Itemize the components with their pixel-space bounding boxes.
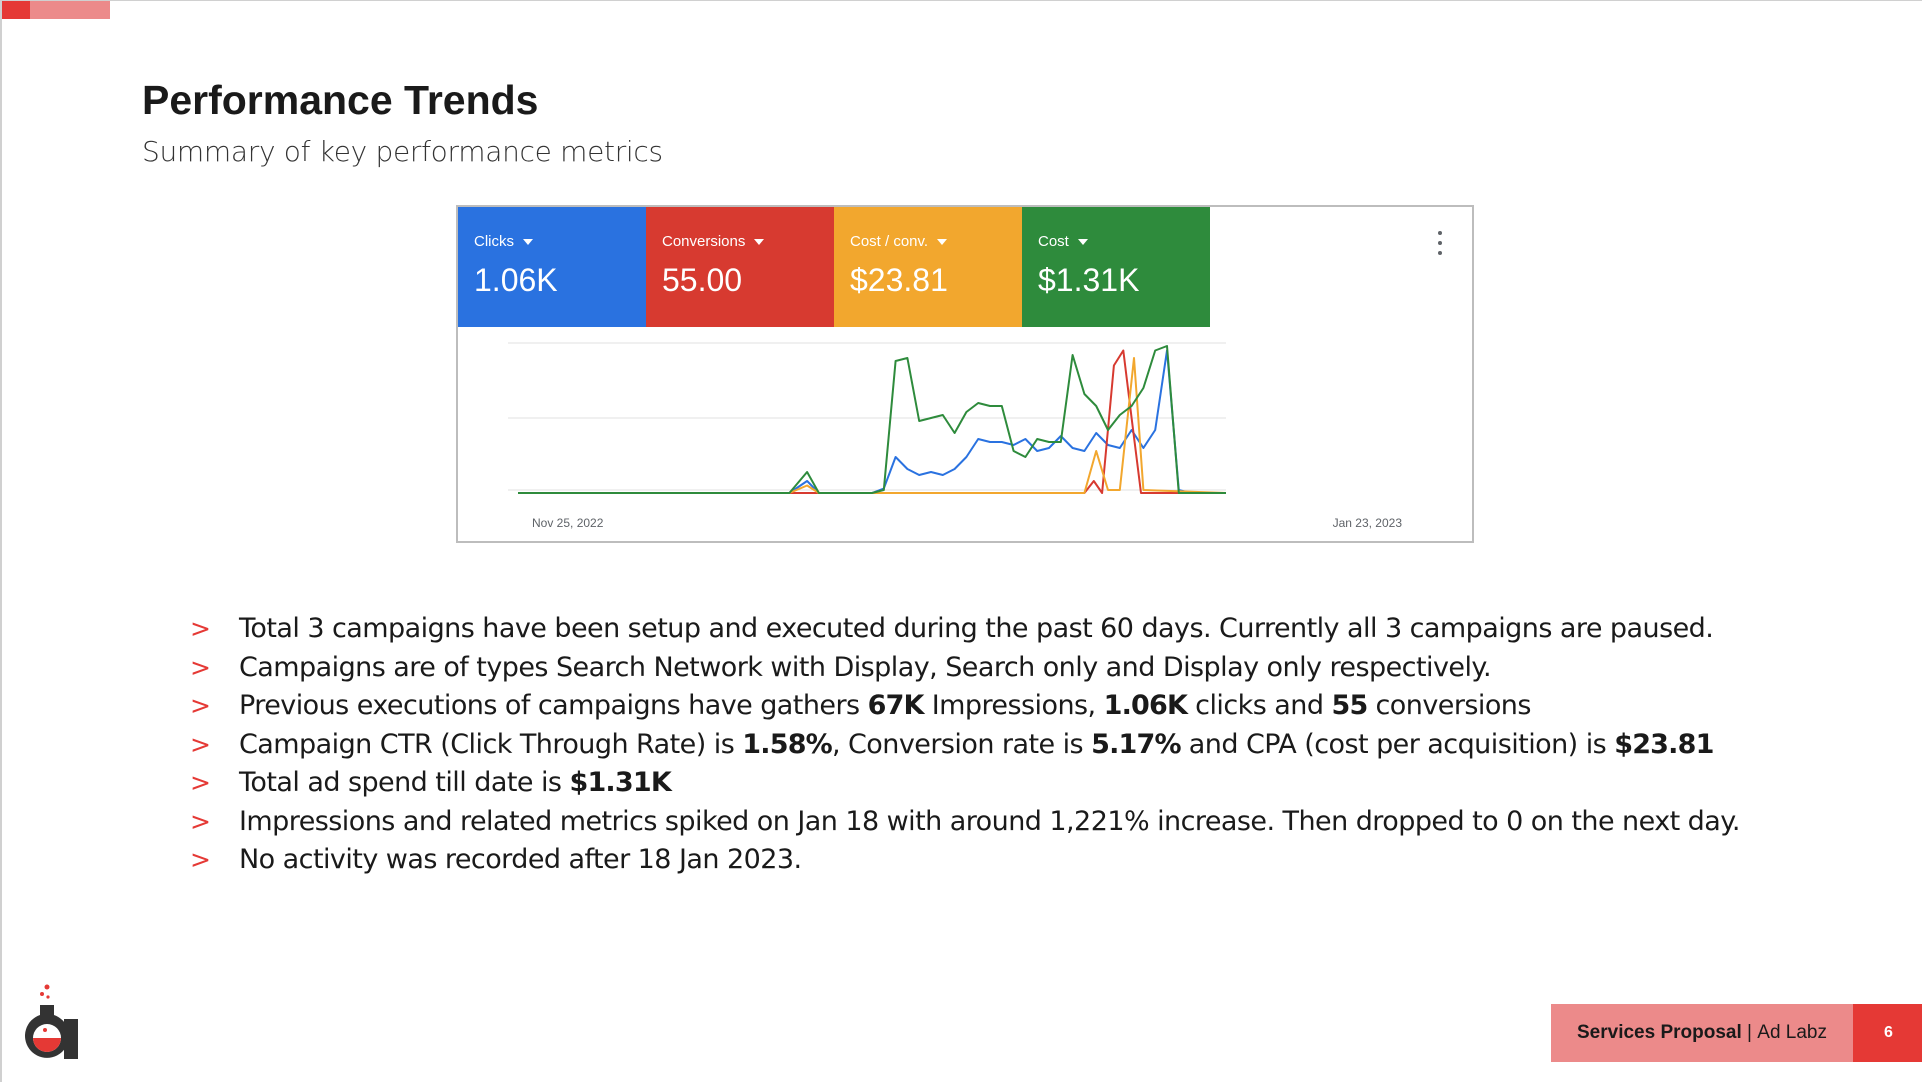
metric-tile-conversions[interactable]: Conversions 55.00 — [646, 207, 834, 327]
bullet-item: > Total ad spend till date is $1.31K — [190, 764, 1740, 803]
metric-label: Conversions — [662, 233, 746, 250]
bullet-text: and CPA (cost per acquisition) is — [1180, 728, 1615, 760]
metric-label: Clicks — [474, 233, 514, 250]
bullet-highlight: 1.06K — [1103, 690, 1188, 721]
x-tick-start: Nov 25, 2022 — [532, 516, 604, 530]
x-tick-end: Jan 23, 2023 — [1333, 516, 1403, 530]
bullet-item: > Total 3 campaigns have been setup and e… — [190, 610, 1740, 649]
metric-tile-cost-per-conv[interactable]: Cost / conv. $23.81 — [834, 207, 1022, 327]
dropdown-caret-icon[interactable] — [523, 238, 533, 245]
bullet-text: Previous executions of campaigns have ga… — [239, 690, 868, 721]
metric-label: Cost — [1038, 233, 1069, 250]
footer-bold: Services Proposal — [1577, 1022, 1742, 1043]
metric-tile-cost[interactable]: Cost $1.31K — [1022, 207, 1210, 327]
series-line-cost — [518, 345, 1226, 494]
bullet-highlight: 55 — [1331, 690, 1368, 721]
bullet-text: clicks and — [1187, 690, 1332, 721]
bullet-text: Impressions, — [923, 690, 1104, 721]
adlabz-flask-logo — [25, 984, 78, 1059]
metric-value: $1.31K — [1038, 262, 1140, 298]
bullet-arrow-icon: > — [190, 729, 211, 759]
bullet-arrow-icon: > — [190, 691, 211, 720]
metric-value: 1.06K — [474, 262, 558, 298]
metric-tile-clicks[interactable]: Clicks 1.06K — [458, 207, 646, 327]
bullet-arrow-icon: > — [190, 806, 211, 836]
more-vert-icon[interactable] — [1436, 231, 1444, 255]
bullet-text: No activity was recorded after 18 Jan 20… — [239, 844, 802, 875]
page-subtitle: Summary of key performance metrics — [142, 135, 663, 168]
bullet-highlight: 1.58% — [742, 728, 832, 760]
bullet-item: > Impressions and related metrics spiked … — [190, 803, 1740, 842]
footer-separator: | — [1741, 1022, 1758, 1043]
metric-value: 55.00 — [662, 262, 743, 298]
page-title: Performance Trends — [142, 77, 539, 123]
series-line-cost-conv- — [518, 357, 1227, 494]
bullet-text: Total 3 campaigns have been setup and ex… — [239, 613, 1714, 644]
bullet-arrow-icon: > — [190, 652, 211, 682]
footer-company: Ad Labz — [1757, 1022, 1827, 1043]
bullet-arrow-icon: > — [190, 614, 211, 643]
bullet-text: , Conversion rate is — [831, 728, 1092, 760]
bullet-text: Total ad spend till date is — [239, 767, 570, 798]
bullet-highlight: 67K — [867, 690, 925, 721]
series-line-clicks — [518, 349, 1226, 494]
bullet-arrow-icon: > — [190, 768, 211, 797]
bullet-item: > Campaigns are of types Search Network w… — [190, 649, 1740, 688]
accent-bar-light — [30, 1, 110, 19]
chart-series — [518, 345, 1227, 494]
bullet-highlight: 5.17% — [1091, 728, 1181, 760]
footer-label: Services Proposal | Ad Labz — [1551, 1004, 1853, 1062]
bullet-highlight: $23.81 — [1614, 728, 1714, 760]
dropdown-caret-icon[interactable] — [754, 238, 765, 245]
series-line-conversions — [518, 349, 1226, 494]
bullet-highlight: $1.31K — [569, 767, 671, 798]
dropdown-caret-icon[interactable] — [937, 238, 948, 245]
chart-grid — [508, 342, 1226, 491]
bullet-text: Impressions and related metrics spiked o… — [239, 805, 1740, 837]
bullet-item: > Campaign CTR (Click Through Rate) is 1.… — [190, 726, 1740, 765]
bullet-text: Campaign CTR (Click Through Rate) is — [239, 728, 743, 760]
bullet-arrow-icon: > — [190, 845, 211, 874]
metric-value: $23.81 — [850, 262, 948, 298]
accent-bar — [2, 1, 30, 19]
dropdown-caret-icon[interactable] — [1077, 238, 1088, 245]
bullet-text: conversions — [1367, 690, 1532, 721]
bullet-item: > No activity was recorded after 18 Jan 2… — [190, 841, 1740, 880]
line-chart: Nov 25, 2022 Jan 23, 2023 — [508, 342, 1403, 530]
performance-chart-card: Clicks 1.06K Conversions 55.00 Cost / co… — [456, 205, 1474, 543]
page-number: 6 — [1853, 1004, 1922, 1062]
bullet-text: Campaigns are of types Search Network wi… — [239, 651, 1492, 683]
bullet-item: > Previous executions of campaigns have g… — [190, 687, 1740, 726]
metric-label: Cost / conv. — [850, 233, 929, 250]
summary-bullet-list: > Total 3 campaigns have been setup and e… — [190, 610, 1740, 880]
